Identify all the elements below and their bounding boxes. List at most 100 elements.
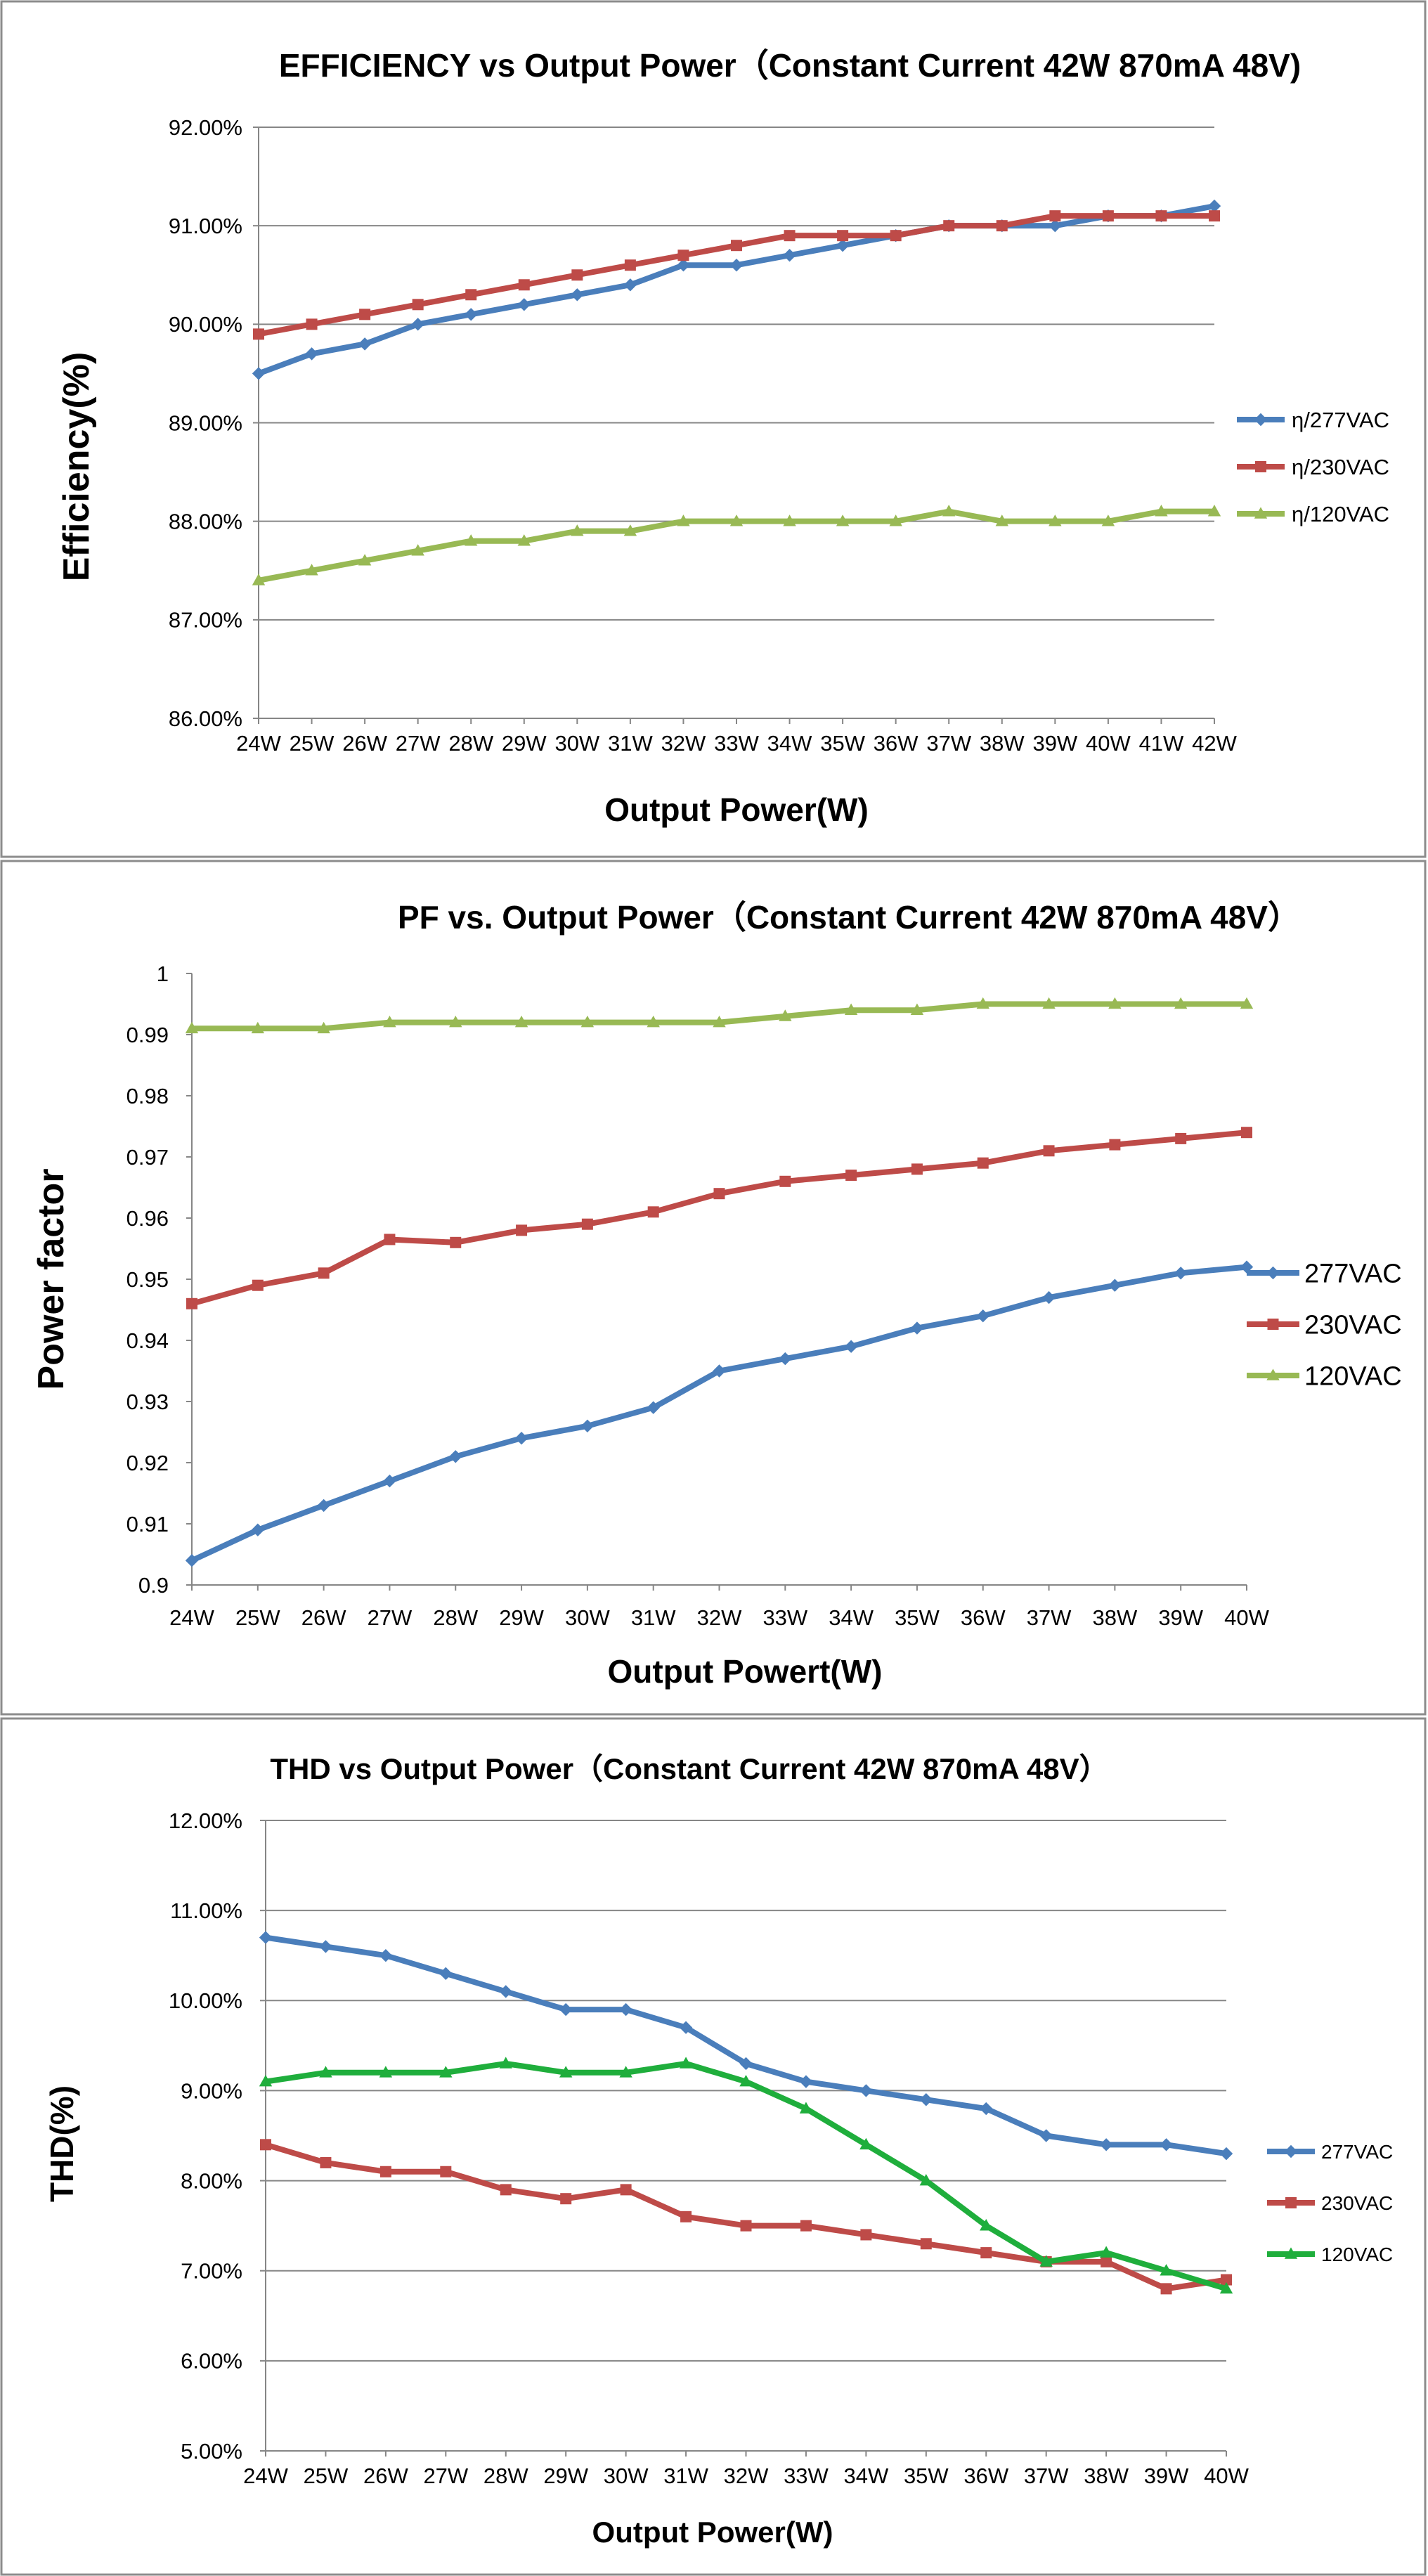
legend-label: η/277VAC bbox=[1292, 408, 1389, 432]
data-point bbox=[439, 1967, 453, 1981]
legend-label: η/230VAC bbox=[1292, 455, 1389, 479]
data-point bbox=[379, 2066, 393, 2078]
x-tick-label: 30W bbox=[565, 1605, 610, 1630]
x-tick-label: 25W bbox=[304, 2464, 349, 2488]
x-tick-label: 34W bbox=[767, 731, 812, 756]
data-point bbox=[1219, 2281, 1233, 2294]
data-point bbox=[713, 1188, 725, 1200]
x-tick-label: 40W bbox=[1204, 2464, 1249, 2488]
legend: 277VAC 230VAC 120VAC bbox=[1247, 1259, 1402, 1391]
data-point bbox=[1101, 2255, 1112, 2267]
data-point bbox=[779, 1009, 792, 1021]
series-η/277VAC bbox=[252, 199, 1221, 380]
x-tick-label: 40W bbox=[1086, 731, 1131, 756]
x-tick-label: 38W bbox=[1084, 2464, 1129, 2488]
data-point bbox=[1109, 1139, 1121, 1151]
x-tick-label: 42W bbox=[1192, 731, 1237, 756]
y-tick-label: 1 bbox=[157, 962, 169, 986]
x-tick-label: 26W bbox=[301, 1605, 346, 1630]
data-point bbox=[976, 1309, 989, 1323]
data-point bbox=[1240, 997, 1254, 1009]
data-point bbox=[517, 534, 531, 546]
data-point bbox=[836, 514, 850, 526]
data-point bbox=[359, 309, 371, 321]
chart-frame bbox=[0, 0, 1427, 858]
x-tick-label: 28W bbox=[433, 1605, 478, 1630]
y-tick-label: 90.00% bbox=[169, 312, 242, 337]
y-axis-label: THD(%) bbox=[44, 2085, 80, 2202]
y-tick-label: 10.00% bbox=[169, 1988, 242, 2013]
data-point bbox=[1175, 1132, 1187, 1144]
data-point bbox=[911, 1163, 923, 1175]
data-point bbox=[1160, 2283, 1172, 2295]
legend-marker bbox=[1284, 2247, 1298, 2259]
data-point bbox=[253, 328, 264, 340]
data-point bbox=[1155, 505, 1168, 517]
x-tick-label: 24W bbox=[169, 1605, 214, 1630]
y-tick-label: 0.97 bbox=[126, 1145, 169, 1170]
data-point bbox=[580, 1016, 595, 1028]
x-tick-label: 26W bbox=[363, 2464, 408, 2488]
data-point bbox=[581, 1218, 593, 1230]
data-point bbox=[252, 1279, 264, 1291]
chart-frame bbox=[0, 860, 1427, 1716]
data-point bbox=[647, 1016, 660, 1028]
x-tick-label: 35W bbox=[904, 2464, 949, 2488]
y-tick-label: 87.00% bbox=[169, 608, 242, 633]
data-point bbox=[1039, 2255, 1053, 2267]
legend-marker bbox=[1284, 2144, 1298, 2158]
x-tick-label: 27W bbox=[368, 1605, 413, 1630]
data-point bbox=[320, 2156, 332, 2168]
data-point bbox=[1241, 1127, 1252, 1139]
data-point bbox=[859, 2084, 873, 2097]
x-tick-label: 26W bbox=[342, 731, 387, 756]
y-axis-label: Power factor bbox=[31, 1169, 72, 1390]
data-point bbox=[1049, 219, 1062, 233]
data-point bbox=[920, 2238, 932, 2250]
data-point bbox=[977, 1157, 989, 1169]
x-tick-label: 27W bbox=[396, 731, 441, 756]
legend-marker bbox=[1285, 2197, 1297, 2208]
data-point bbox=[677, 259, 690, 272]
data-point bbox=[560, 2193, 572, 2205]
chart-title: THD vs Output Power（Constant Current 42W… bbox=[270, 1752, 1108, 1785]
y-tick-label: 89.00% bbox=[169, 410, 242, 435]
data-point bbox=[384, 1234, 396, 1245]
data-point bbox=[783, 249, 796, 262]
data-point bbox=[1108, 1279, 1122, 1292]
data-point bbox=[647, 1401, 660, 1414]
data-point bbox=[1099, 2246, 1113, 2258]
x-tick-label: 34W bbox=[844, 2464, 889, 2488]
data-point bbox=[1209, 210, 1220, 222]
data-point bbox=[1240, 1260, 1254, 1274]
data-point bbox=[449, 1016, 462, 1028]
x-tick-label: 34W bbox=[829, 1605, 874, 1630]
y-tick-label: 0.95 bbox=[126, 1267, 169, 1292]
data-point bbox=[647, 1206, 659, 1218]
data-point bbox=[713, 1016, 726, 1028]
data-point bbox=[571, 269, 583, 281]
x-tick-label: 32W bbox=[724, 2464, 769, 2488]
data-point bbox=[837, 230, 849, 242]
x-tick-label: 38W bbox=[1093, 1605, 1138, 1630]
data-point bbox=[317, 1021, 330, 1034]
data-point bbox=[845, 1170, 857, 1182]
data-point bbox=[800, 2220, 812, 2232]
y-tick-label: 0.99 bbox=[126, 1023, 169, 1047]
data-point bbox=[1101, 514, 1115, 526]
data-point bbox=[844, 1003, 858, 1015]
data-point bbox=[305, 564, 318, 576]
x-tick-label: 37W bbox=[1024, 2464, 1069, 2488]
legend-marker bbox=[1266, 1368, 1280, 1380]
data-point bbox=[516, 1224, 528, 1236]
data-point bbox=[317, 1499, 330, 1513]
x-tick-label: 29W bbox=[543, 2464, 588, 2488]
y-tick-label: 0.94 bbox=[126, 1328, 169, 1353]
data-point bbox=[619, 2066, 632, 2078]
data-point bbox=[624, 259, 636, 271]
data-point bbox=[680, 2211, 692, 2222]
data-point bbox=[580, 1419, 595, 1432]
x-tick-label: 32W bbox=[661, 731, 706, 756]
series-277VAC bbox=[259, 1931, 1233, 2161]
